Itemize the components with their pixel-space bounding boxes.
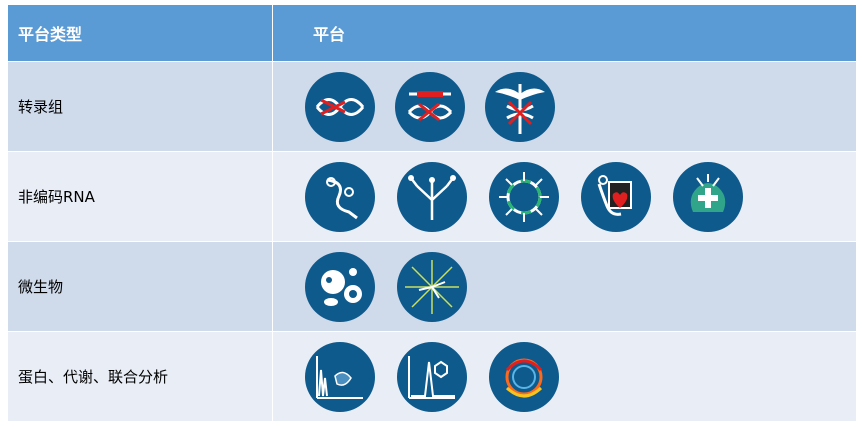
rna-circle-icon <box>489 161 559 232</box>
header-platform: 平台 <box>313 25 346 44</box>
mass-spectrum-icon <box>305 341 375 412</box>
icon-group <box>273 251 467 322</box>
platform-table: 平台类型 平台 转录组 非编码RNA <box>8 5 856 422</box>
table-header: 平台类型 平台 <box>8 5 856 62</box>
table-row-protein-metabolome: 蛋白、代谢、联合分析 <box>8 332 856 422</box>
circular-genome-icon <box>489 341 559 412</box>
row-label: 转录组 <box>8 62 273 151</box>
table-row-transcriptome: 转录组 <box>8 62 856 152</box>
rna-tree-icon <box>397 161 467 232</box>
rna-heart-icon <box>581 161 651 232</box>
row-label: 微生物 <box>8 242 273 331</box>
icon-group <box>273 341 559 412</box>
header-platform-type: 平台类型 <box>8 5 273 61</box>
microbe-cells-icon <box>305 251 375 322</box>
dna-cut-icon <box>395 71 465 142</box>
caduceus-dna-icon <box>485 71 555 142</box>
dna-scissors-icon <box>305 71 375 142</box>
table-row-ncrna: 非编码RNA <box>8 152 856 242</box>
icon-group <box>273 161 743 232</box>
rna-medical-icon <box>673 161 743 232</box>
row-label: 非编码RNA <box>8 152 273 241</box>
phylogenetic-tree-icon <box>397 251 467 322</box>
rna-strand-icon <box>305 161 375 232</box>
icon-group <box>273 71 555 142</box>
row-label: 蛋白、代谢、联合分析 <box>8 332 273 421</box>
table-row-microbiome: 微生物 <box>8 242 856 332</box>
chromatogram-molecule-icon <box>397 341 467 412</box>
